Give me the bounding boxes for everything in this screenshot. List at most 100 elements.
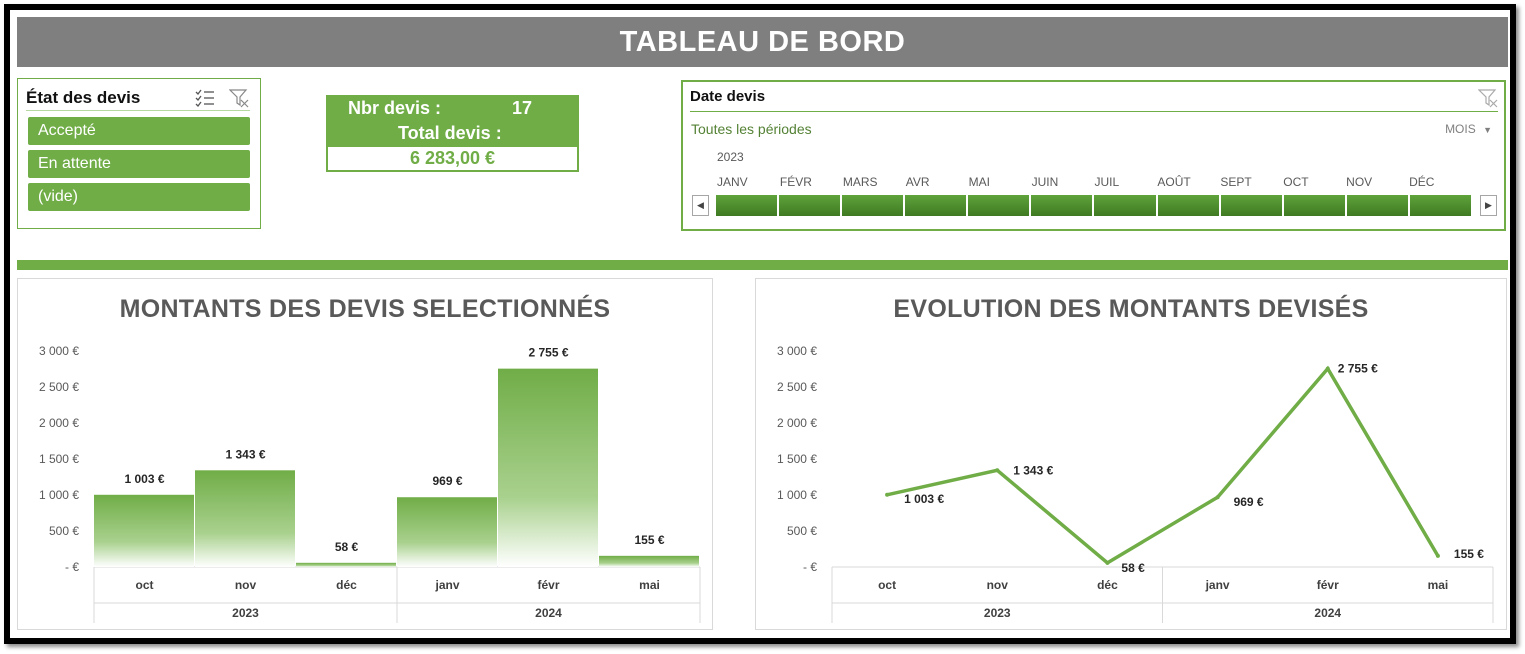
line-chart-panel: EVOLUTION DES MONTANTS DEVISÉS - € 500 € 1… [755, 278, 1507, 630]
timeline-month-segment[interactable] [1221, 195, 1284, 216]
slicer-item-accepted[interactable]: Accepté [28, 117, 250, 145]
timeline-month-segment[interactable] [779, 195, 843, 216]
x-tick-label: nov [987, 578, 1009, 592]
kpi-box: Nbr devis : 17 Total devis : [326, 95, 579, 147]
y-tick-label: 1 000 € [39, 488, 79, 502]
data-point[interactable] [1215, 495, 1220, 500]
y-tick-label: - € [65, 560, 79, 574]
timeline-month-label: SEPT [1220, 175, 1252, 189]
timeline-month-segment[interactable] [1158, 195, 1221, 216]
total-value: 6 283,00 € [409, 148, 496, 168]
timeline-bar[interactable] [716, 195, 1471, 216]
chevron-down-icon: ▼ [1483, 125, 1492, 135]
timeline-month-segment[interactable] [842, 195, 906, 216]
group-label: 2023 [232, 606, 259, 620]
y-tick-label: 1 500 € [777, 452, 817, 466]
x-tick-label: janv [434, 578, 459, 592]
arrow-right-icon: ▶ [1485, 200, 1492, 210]
clear-filter-icon[interactable] [1477, 88, 1498, 112]
timeline-month-label: OCT [1283, 175, 1309, 189]
bar-chart-title: MONTANTS DES DEVIS SELECTIONNÉS [119, 295, 611, 323]
bar-chart: - € 500 € 1 000 € 1 500 € 2 000 € 2 500 € 3 00… [39, 344, 701, 623]
timeline-month-segment[interactable] [716, 195, 780, 216]
data-label: 1 003 € [904, 492, 944, 506]
scroll-left-button[interactable]: ◀ [692, 195, 709, 216]
timeline-title: Date devis [690, 88, 766, 105]
timeline-month-segment[interactable] [1094, 195, 1158, 216]
y-tick-label: - € [803, 560, 817, 574]
group-label: 2024 [1314, 606, 1341, 620]
time-level-dropdown[interactable]: MOIS ▼ [1445, 122, 1492, 136]
series-line[interactable] [886, 365, 1440, 565]
x-tick-label: nov [235, 578, 257, 592]
timeline-month-segment[interactable] [1347, 195, 1410, 216]
data-label: 1 343 € [1013, 463, 1053, 477]
total-label: Total devis : [398, 123, 502, 143]
multi-select-icon[interactable] [194, 87, 216, 109]
data-point[interactable] [1325, 366, 1330, 371]
timeline-month-label: JANV [717, 175, 748, 189]
data-label: 58 € [335, 540, 359, 554]
timeline-month-segment[interactable] [1410, 195, 1471, 216]
count-value: 17 [512, 98, 533, 118]
timeline-month-segment[interactable] [1031, 195, 1095, 216]
clear-filter-icon[interactable] [228, 87, 250, 109]
data-label: 969 € [1234, 495, 1264, 509]
timeline-month-label: DÉC [1409, 175, 1435, 189]
bar[interactable] [498, 368, 598, 567]
page-title: TABLEAU DE BORD [619, 25, 906, 58]
x-tick-label: déc [336, 578, 357, 592]
status-slicer: État des devis Accept [17, 78, 261, 229]
data-label: 1 343 € [225, 447, 265, 461]
timeline-month-segment[interactable] [968, 195, 1032, 216]
timeline-month-label: MAI [968, 175, 990, 189]
timeline-month-label: NOV [1346, 175, 1373, 189]
y-tick-label: 1 000 € [777, 488, 817, 502]
x-tick-label: mai [639, 578, 660, 592]
slicer-item-label: (vide) [38, 188, 79, 205]
all-periods-label: Toutes les périodes [691, 121, 812, 137]
data-point[interactable] [995, 468, 1000, 473]
slicer-item-label: Accepté [38, 122, 96, 139]
timeline-month-label: MARS [842, 175, 878, 189]
data-label: 2 755 € [1338, 362, 1378, 376]
total-value-box: 6 283,00 € [326, 147, 579, 172]
timeline-month-label: AVR [905, 175, 930, 189]
group-label: 2023 [984, 606, 1011, 620]
timeline-month-label: FÉVR [779, 175, 812, 189]
timeline-months: JANV FÉVR MARS AVR MAI JUIN JUIL AOÛT SEPT OCT NOV… [716, 175, 1471, 191]
data-point[interactable] [1435, 553, 1440, 558]
bar[interactable] [397, 497, 497, 567]
bar[interactable] [195, 470, 295, 567]
count-label: Nbr devis : [348, 98, 442, 118]
timeline-month-segment[interactable] [905, 195, 969, 216]
y-tick-label: 1 500 € [39, 452, 79, 466]
group-label: 2024 [535, 606, 562, 620]
data-point[interactable] [1105, 560, 1110, 565]
y-tick-label: 500 € [49, 524, 79, 538]
y-tick-label: 2 000 € [777, 416, 817, 430]
slicer-header: État des devis [26, 85, 250, 111]
title-bar: TABLEAU DE BORD [17, 17, 1508, 67]
y-tick-label: 2 500 € [777, 380, 817, 394]
bar[interactable] [599, 555, 699, 567]
data-label: 1 003 € [124, 472, 164, 486]
slicer-title: État des devis [26, 87, 141, 107]
x-tick-label: févr [537, 578, 559, 592]
x-tick-label: déc [1097, 578, 1118, 592]
timeline-month-segment[interactable] [1284, 195, 1347, 216]
slicer-item-label: En attente [38, 155, 111, 172]
slicer-item-empty[interactable]: (vide) [28, 183, 250, 211]
dashboard-frame: TABLEAU DE BORD État des devis [4, 4, 1516, 644]
bar[interactable] [296, 562, 396, 567]
data-point[interactable] [885, 492, 890, 497]
y-tick-label: 2 500 € [39, 380, 79, 394]
data-label: 969 € [432, 474, 462, 488]
scroll-right-button[interactable]: ▶ [1480, 195, 1497, 216]
bar[interactable] [94, 494, 194, 567]
timeline-month-label: AOÛT [1157, 175, 1191, 189]
x-tick-label: févr [1317, 578, 1339, 592]
y-tick-label: 3 000 € [777, 344, 817, 358]
slicer-item-pending[interactable]: En attente [28, 150, 250, 178]
data-label: 2 755 € [528, 346, 568, 360]
